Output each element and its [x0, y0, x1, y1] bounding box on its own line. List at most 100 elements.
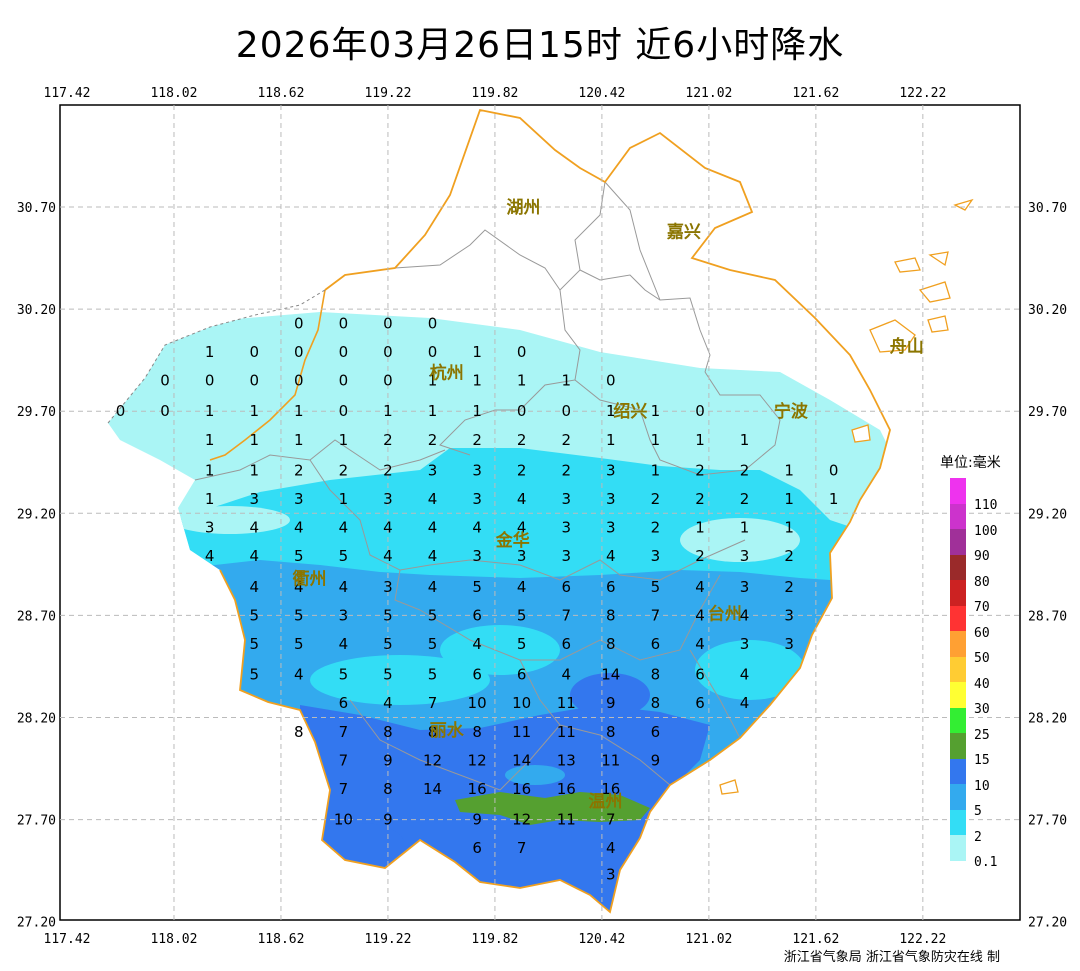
legend-label: 60: [974, 625, 990, 641]
precip-value: 0: [160, 372, 170, 390]
precip-value: 5: [294, 606, 304, 624]
legend-swatch: [950, 478, 966, 504]
precip-value: 1: [651, 402, 661, 420]
precip-value: 3: [561, 490, 571, 508]
legend-label: 110: [974, 498, 998, 513]
x-tick-bottom: 118.62: [257, 932, 304, 947]
precip-value: 6: [517, 666, 527, 684]
precip-value: 2: [695, 490, 705, 508]
axis-ticks: 117.42 117.42 118.02 118.02 118.62 118.62 119.…: [17, 86, 1067, 947]
legend-label: 70: [974, 600, 990, 615]
city-label: 台州: [708, 603, 742, 624]
precip-value: 0: [339, 372, 349, 390]
precip-value: 7: [651, 606, 661, 624]
legend-label: 90: [974, 549, 990, 564]
precip-value: 4: [294, 519, 304, 537]
legend-swatch: [950, 809, 966, 835]
precip-value: 1: [695, 431, 705, 449]
precip-value: 13: [557, 751, 576, 769]
precip-value: 3: [740, 578, 750, 596]
precip-value: 8: [472, 723, 482, 741]
precip-value: 2: [428, 431, 438, 449]
legend-swatch: [950, 605, 966, 631]
legend-item: 50: [940, 631, 1050, 666]
precip-value: 6: [561, 635, 571, 653]
legend-item: 40: [940, 656, 1050, 692]
precip-value: 7: [517, 839, 527, 857]
precip-value: 1: [205, 490, 215, 508]
city-label: 衢州: [292, 569, 326, 590]
precip-value: 11: [557, 694, 576, 712]
precip-value: 5: [294, 635, 304, 653]
x-tick-top: 117.42: [44, 86, 91, 101]
legend-label: 10: [974, 778, 990, 794]
x-tick-bottom: 119.22: [364, 932, 411, 947]
x-tick-bottom: 118.02: [150, 932, 197, 947]
precip-value: 2: [517, 461, 527, 479]
y-tick-left: 27.70: [17, 814, 56, 829]
x-tick-top: 119.82: [471, 86, 518, 101]
y-tick-right: 27.20: [1028, 916, 1067, 931]
x-tick-bottom: 121.02: [685, 932, 732, 947]
precip-value: 6: [695, 666, 705, 684]
precip-value: 4: [695, 635, 705, 653]
city-label: 丽水: [430, 720, 465, 741]
precip-value: 4: [517, 490, 527, 508]
precip-value: 4: [339, 578, 349, 596]
city-label: 金华: [495, 530, 530, 551]
precip-value: 3: [428, 461, 438, 479]
legend-item: 70: [940, 580, 1050, 615]
credit-text: 浙江省气象局 浙江省气象防灾在线 制: [783, 950, 1000, 965]
precip-value: 0: [383, 343, 393, 361]
precip-value: 5: [428, 635, 438, 653]
legend: 单位:毫米 110 100 90 80 70 60 50 40 30 25 15 10 5 2 0.1: [940, 452, 1050, 870]
x-tick-top: 118.02: [150, 86, 197, 101]
y-tick-left: 28.70: [17, 609, 56, 624]
precip-value: 4: [695, 606, 705, 624]
precip-value: 9: [606, 694, 616, 712]
precip-value: 1: [651, 461, 661, 479]
precip-value: 5: [517, 606, 527, 624]
precip-value: 2: [784, 578, 794, 596]
legend-label: 5: [974, 804, 982, 819]
precip-value: 0: [294, 343, 304, 361]
precip-value: 9: [472, 811, 482, 829]
precip-value: 1: [294, 402, 304, 420]
legend-swatch: [950, 656, 966, 682]
precip-value: 0: [160, 402, 170, 420]
map-title: 2026年03月26日15时 近6小时降水: [235, 25, 845, 66]
legend-label: 25: [974, 727, 990, 743]
precip-value: 3: [606, 519, 616, 537]
precip-value: 11: [512, 723, 531, 741]
province-border: [219, 108, 891, 914]
precip-value: 3: [294, 490, 304, 508]
islands: [719, 198, 974, 795]
precip-value: 8: [606, 635, 616, 653]
x-tick-top: 118.62: [257, 86, 304, 101]
precip-value: 5: [651, 578, 661, 596]
precip-value: 4: [339, 519, 349, 537]
precip-value: 1: [205, 431, 215, 449]
precip-value: 3: [517, 547, 527, 565]
y-tick-right: 27.70: [1028, 814, 1067, 829]
precip-value: 2: [561, 461, 571, 479]
legend-swatch: [950, 682, 966, 708]
precip-value: 3: [383, 490, 393, 508]
legend-label: 40: [974, 676, 990, 692]
precip-value: 2: [383, 461, 393, 479]
precip-value: 0: [249, 343, 259, 361]
precip-value: 2: [740, 490, 750, 508]
legend-label: 80: [974, 574, 990, 590]
x-tick-top: 119.22: [364, 86, 411, 101]
legend-item: 0.1: [940, 835, 1050, 870]
precip-value: 1: [784, 519, 794, 537]
precip-value: 6: [339, 694, 349, 712]
precip-value: 2: [695, 547, 705, 565]
legend-swatch: [950, 580, 966, 606]
legend-swatch: [950, 503, 966, 529]
legend-swatch: [950, 784, 966, 810]
precip-value: 0: [339, 343, 349, 361]
precip-value: 4: [249, 519, 259, 537]
